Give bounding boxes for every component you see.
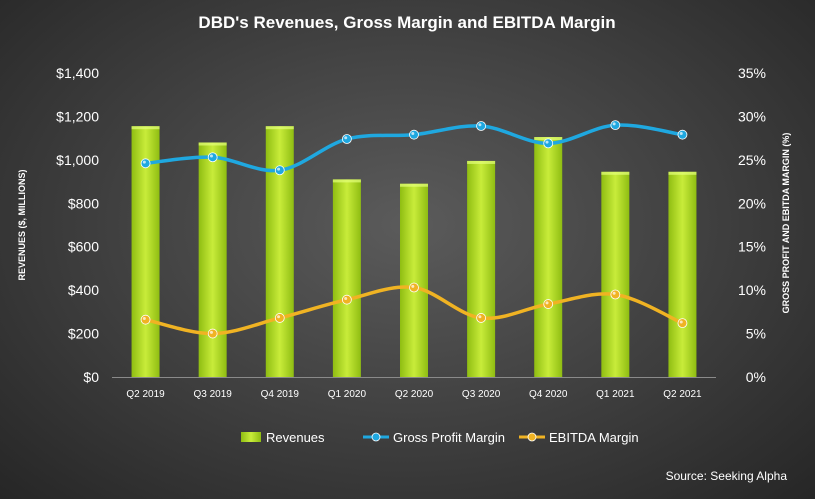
y-tick-label: $0 — [83, 369, 99, 385]
ebitda-margin-point-highlight — [679, 320, 683, 324]
y-axis-title: REVENUES ($, MILLIONS) — [17, 169, 27, 280]
gross-margin-point-highlight — [277, 167, 281, 171]
gross-margin-point — [207, 152, 218, 163]
bar-revenues-top — [198, 142, 227, 146]
x-tick-label: Q2 2020 — [395, 389, 434, 400]
legend-marker-gross-margin — [371, 432, 381, 442]
bar-revenues — [332, 179, 361, 377]
ebitda-margin-point — [677, 318, 688, 329]
bar-revenues-top — [265, 126, 294, 130]
gross-margin-point-highlight — [478, 123, 482, 127]
legend-label: EBITDA Margin — [549, 430, 639, 445]
y-tick-label: $1,200 — [56, 108, 99, 124]
y2-tick-label: 15% — [738, 239, 766, 255]
gross-margin-point — [274, 165, 285, 176]
y-tick-label: $200 — [68, 326, 99, 342]
x-tick-label: Q2 2019 — [126, 389, 165, 400]
bar-revenues-top — [400, 183, 428, 187]
ebitda-margin-point — [610, 289, 621, 300]
y2-tick-label: 30% — [738, 108, 766, 124]
y2-tick-label: 5% — [746, 326, 766, 342]
gross-margin-point — [677, 129, 688, 140]
ebitda-margin-point-highlight — [545, 301, 549, 305]
ebitda-margin-point — [409, 282, 419, 293]
gross-margin-point-highlight — [411, 131, 415, 135]
bar-revenues — [668, 171, 697, 377]
gross-margin-point — [610, 120, 621, 131]
bar-revenues-top — [131, 126, 160, 130]
y2-tick-label: 0% — [746, 369, 766, 385]
bar-revenues-top — [467, 160, 496, 164]
x-tick-label: Q2 2021 — [663, 389, 702, 400]
bar-revenues-top — [601, 171, 630, 175]
ebitda-margin-point — [543, 299, 554, 309]
gross-margin-point — [140, 158, 151, 169]
bar-revenues — [198, 142, 227, 377]
ebitda-margin-point-highlight — [277, 315, 281, 319]
y2-tick-label: 35% — [738, 65, 766, 81]
x-tick-label: Q3 2019 — [193, 389, 232, 400]
ebitda-margin-point — [274, 313, 285, 323]
gross-margin-point-highlight — [209, 154, 213, 158]
gross-margin-point — [543, 138, 554, 149]
y-tick-label: $1,400 — [56, 65, 99, 81]
bar-revenues — [601, 171, 630, 377]
bar-revenues — [534, 137, 563, 377]
bar-revenues-top — [668, 171, 697, 175]
gross-margin-point-highlight — [142, 160, 146, 164]
gross-margin-point-highlight — [612, 122, 616, 126]
y2-tick-label: 10% — [738, 282, 766, 298]
ebitda-margin-point-highlight — [142, 316, 146, 320]
y-tick-label: $600 — [68, 239, 99, 255]
source-note: Source: Seeking Alpha — [666, 469, 788, 483]
legend-label: Revenues — [266, 430, 325, 445]
ebitda-margin-point — [140, 314, 151, 325]
y2-tick-label: 20% — [738, 195, 766, 211]
x-tick-label: Q1 2020 — [328, 389, 367, 400]
bar-revenues-top — [332, 179, 361, 183]
x-tick-label: Q3 2020 — [462, 389, 501, 400]
y-tick-label: $400 — [68, 282, 99, 298]
ebitda-margin-point-highlight — [411, 284, 415, 288]
legend-marker-ebitda-margin — [527, 432, 537, 442]
ebitda-margin-point-highlight — [478, 315, 482, 319]
ebitda-margin-point — [207, 328, 218, 339]
ebitda-margin-point — [476, 313, 487, 323]
ebitda-margin-point-highlight — [344, 296, 348, 300]
y-tick-label: $1,000 — [56, 152, 99, 168]
gross-margin-point — [341, 134, 352, 144]
bar-revenues — [265, 126, 294, 377]
ebitda-margin-point-highlight — [612, 291, 616, 295]
legend-swatch-revenues — [241, 432, 261, 442]
x-tick-label: Q4 2020 — [529, 389, 568, 400]
gross-margin-point — [476, 121, 487, 131]
legend-label: Gross Profit Margin — [393, 430, 505, 445]
y2-tick-label: 25% — [738, 152, 766, 168]
chart-title: DBD's Revenues, Gross Margin and EBITDA … — [198, 13, 615, 32]
gross-margin-point — [409, 129, 419, 140]
x-tick-label: Q1 2021 — [596, 389, 635, 400]
gross-margin-point-highlight — [344, 136, 348, 140]
gross-margin-point-highlight — [679, 131, 683, 135]
ebitda-margin-point — [341, 294, 352, 305]
y-tick-label: $800 — [68, 195, 99, 211]
gross-margin-point-highlight — [545, 140, 549, 144]
y2-axis-title: GROSS PROFIT AND EBITDA MARGIN (%) — [781, 133, 791, 314]
bar-revenues — [467, 160, 496, 377]
bar-revenues — [400, 183, 428, 377]
ebitda-margin-point-highlight — [209, 330, 213, 334]
x-tick-label: Q4 2019 — [261, 389, 300, 400]
